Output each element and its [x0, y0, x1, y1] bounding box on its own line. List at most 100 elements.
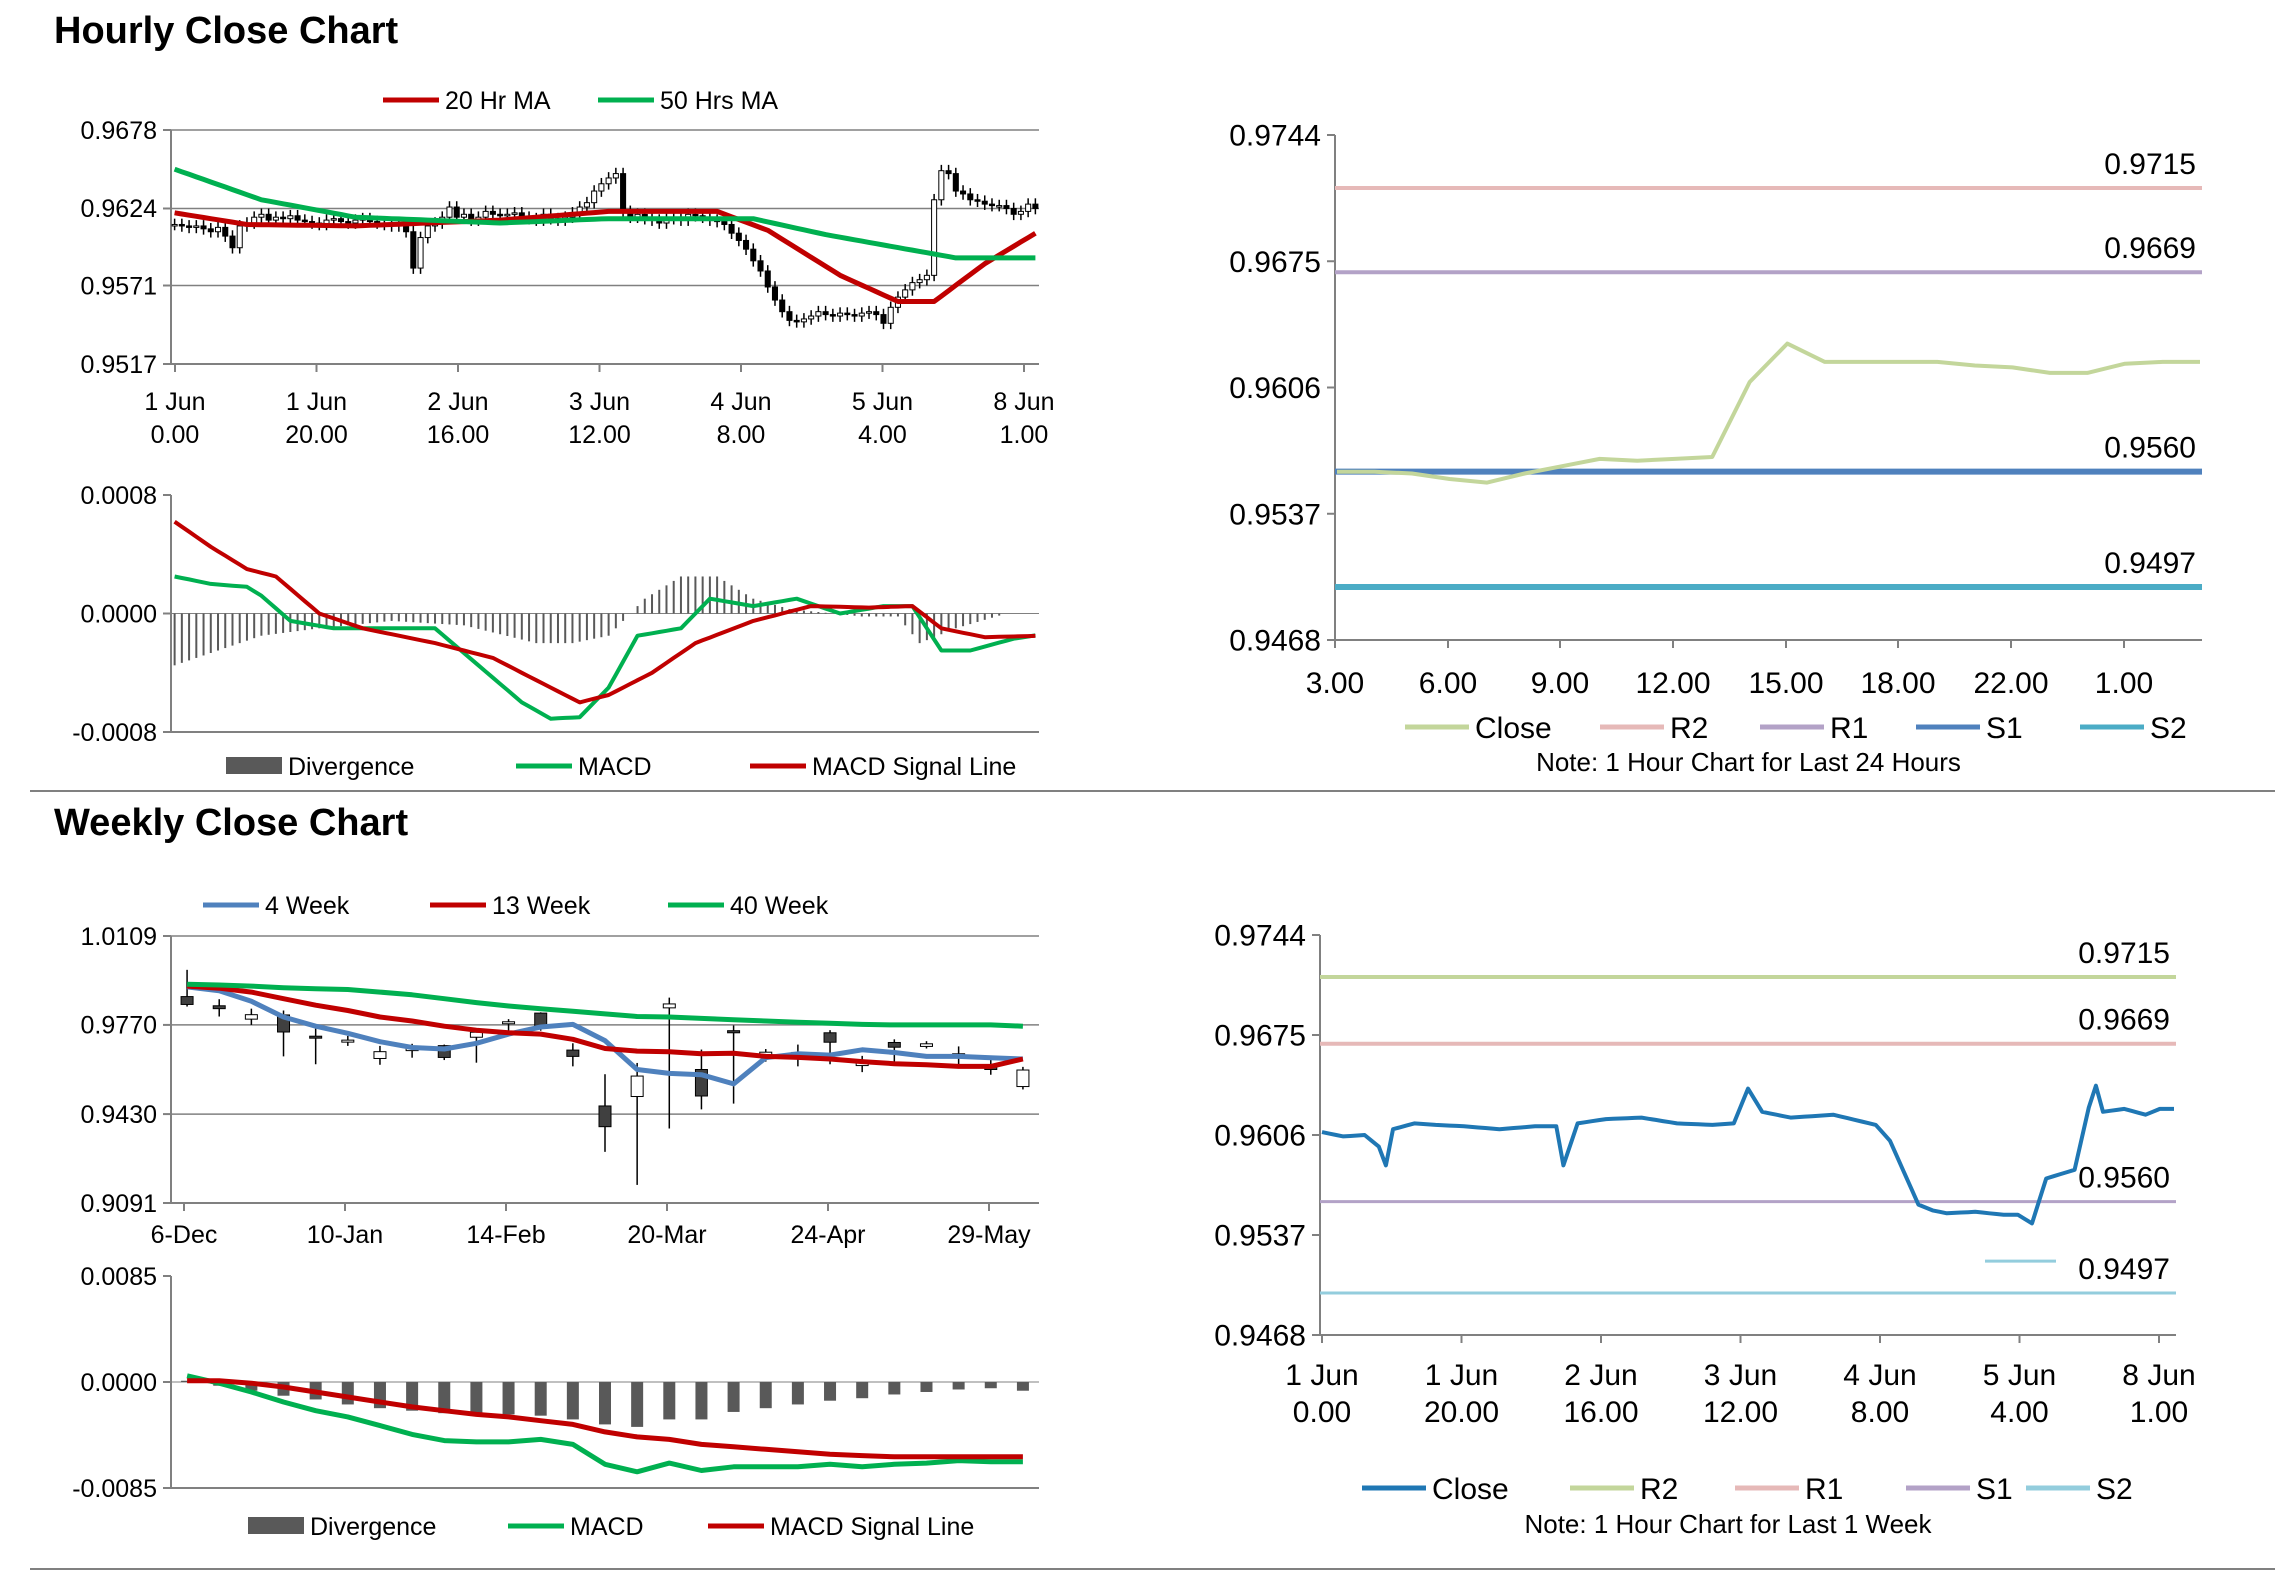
x-tick-label: 6.00: [1419, 667, 1477, 700]
candle-body: [858, 312, 865, 317]
candle-body: [945, 170, 952, 175]
x-tick-label: 20.00: [1424, 1396, 1499, 1429]
candle-body: [727, 1030, 741, 1034]
candle-body: [771, 286, 779, 301]
candle-body: [757, 260, 764, 272]
candle-body: [212, 1005, 226, 1010]
legend-label: R2: [1640, 1473, 1678, 1506]
candle-body: [974, 199, 981, 202]
candle-body: [919, 1043, 933, 1047]
y-tick-label: 0.9624: [81, 195, 158, 223]
ma-line-13-week: [186, 983, 1024, 1069]
level-label-r2: 0.9715: [2078, 937, 2170, 970]
y-tick-label: 0.9537: [1229, 498, 1321, 531]
legend-label: Divergence: [310, 1513, 436, 1541]
x-tick-label: 8 Jun: [2122, 1359, 2195, 1392]
y-tick-label: 0.0008: [81, 482, 157, 510]
candle-body: [851, 314, 858, 317]
candle-body: [960, 190, 967, 195]
macd-line-macd-signal-line: [187, 1378, 1023, 1460]
divergence-bar: [341, 1382, 354, 1405]
candle-body: [1025, 203, 1032, 212]
candle-body: [996, 205, 1003, 208]
y-tick-label: 0.9678: [81, 117, 157, 145]
y-tick-label: 0.9430: [81, 1101, 157, 1129]
legend-label: R1: [1805, 1473, 1843, 1506]
candle-body: [620, 173, 627, 212]
y-tick-label: 0.9091: [81, 1190, 157, 1218]
x-tick-label: 3.00: [1306, 667, 1364, 700]
candle-body: [1032, 203, 1039, 209]
candle-body: [902, 289, 909, 298]
legend-label: 40 Week: [730, 892, 829, 920]
candle-body: [330, 218, 337, 221]
legend-label: R2: [1670, 712, 1708, 745]
legend-label: S1: [1986, 712, 2023, 745]
candle-body: [750, 248, 757, 262]
candle-body: [287, 215, 294, 220]
x-tick-label: 8.00: [1851, 1396, 1909, 1429]
divergence-bar: [727, 1382, 740, 1412]
legend-label: R1: [1830, 712, 1868, 745]
candle-body: [822, 311, 829, 316]
candle-body: [865, 311, 873, 314]
x-tick-label: 6-Dec: [151, 1221, 218, 1249]
macd-line-macd-signal-line: [173, 520, 1036, 705]
legend-label: S2: [2150, 712, 2187, 745]
y-tick-label: 0.9675: [1229, 246, 1321, 279]
candle-body: [207, 228, 214, 233]
y-tick-label: 0.9606: [1214, 1120, 1306, 1153]
candle-body: [309, 1035, 323, 1039]
y-tick-label: 0.9517: [81, 351, 157, 379]
chart-note: Note: 1 Hour Chart for Last 24 Hours: [1536, 747, 1961, 777]
candle-body: [662, 1003, 676, 1009]
x-tick-label: 3 Jun: [569, 388, 630, 416]
candle-body: [1003, 205, 1010, 209]
candle-body: [887, 306, 894, 324]
x-tick-label: 22.00: [1973, 667, 2048, 700]
legend-label: S1: [1976, 1473, 2013, 1506]
candle-body: [453, 206, 460, 218]
candle-body: [489, 210, 496, 215]
candle-body: [909, 282, 916, 291]
x-tick-label: 12.00: [1635, 667, 1710, 700]
ma-line-40-week: [187, 981, 1024, 1029]
candle-body: [981, 200, 988, 205]
x-tick-label: 4.00: [858, 421, 907, 449]
candle-body: [482, 210, 489, 218]
y-tick-label: 0.9468: [1214, 1320, 1306, 1353]
candle-body: [598, 1105, 612, 1128]
candle-body: [916, 279, 923, 284]
x-tick-label: 4.00: [1990, 1396, 2048, 1429]
divergence-bar: [663, 1382, 676, 1420]
ma-line-20-hr-ma: [174, 208, 1037, 304]
candle-body: [1017, 210, 1024, 215]
candle-body: [511, 212, 518, 215]
candle-body: [265, 213, 272, 221]
x-tick-label: 12.00: [568, 421, 631, 449]
y-tick-label: 0.9744: [1214, 920, 1306, 953]
x-tick-label: 4 Jun: [1843, 1359, 1916, 1392]
legend-label: Divergence: [288, 753, 414, 781]
candle-body: [424, 225, 431, 239]
divergence-bar: [406, 1382, 419, 1411]
x-tick-label: 1.00: [2130, 1396, 2188, 1429]
candle-body: [236, 225, 243, 249]
weekly-1w-chart: 0.9744 0.9675 0.9606 0.9537 0.9468 1 Jun 0.00 1…: [1214, 920, 2195, 1540]
weekly-macd-chart: 0.0085 0.0000 -0.0085 Divergence MACD MACD Si…: [72, 1263, 1039, 1541]
candle-body: [410, 231, 417, 269]
candle-body: [923, 274, 930, 281]
candle-body: [180, 996, 194, 1005]
candle-body: [200, 225, 207, 230]
candle-body: [591, 190, 598, 204]
x-tick-label: 4 Jun: [710, 388, 771, 416]
candle-body: [605, 177, 612, 185]
level-label-r1: 0.9669: [2104, 232, 2196, 265]
candle-body: [566, 1049, 580, 1057]
y-tick-label: 0.9770: [81, 1012, 157, 1040]
x-tick-label: 16.00: [1563, 1396, 1638, 1429]
legend-label: Close: [1475, 712, 1552, 745]
close-line: [1321, 1083, 2174, 1226]
candle-body: [345, 221, 352, 224]
level-label-r1: 0.9669: [2078, 1004, 2170, 1037]
